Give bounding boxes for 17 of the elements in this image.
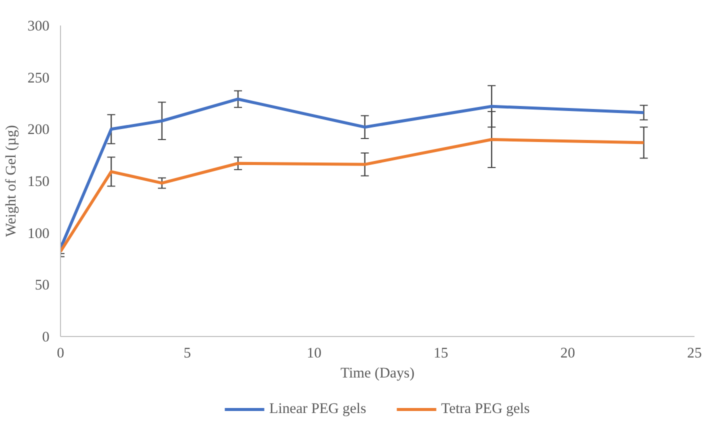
x-tick-label: 0 <box>56 346 64 362</box>
y-tick-label: 0 <box>42 330 50 346</box>
y-tick-label: 50 <box>34 278 50 294</box>
x-tick-label: 25 <box>687 346 702 362</box>
x-axis-title: Time (Days) <box>340 366 415 382</box>
x-tick-label: 5 <box>184 346 191 362</box>
y-tick-label: 200 <box>28 122 50 138</box>
legend-label: Tetra PEG gels <box>441 400 530 418</box>
x-tick-label: 10 <box>306 346 322 362</box>
x-tick-label: 15 <box>434 346 448 362</box>
x-tick-label: 20 <box>560 346 576 362</box>
y-tick-label: 100 <box>28 226 50 242</box>
y-tick-label: 150 <box>28 174 50 190</box>
y-tick-label: 250 <box>28 70 50 86</box>
y-tick-label: 300 <box>28 18 50 34</box>
legend-label: Linear PEG gels <box>269 400 366 418</box>
y-axis-title: Weight of Gel (µg) <box>4 124 20 237</box>
